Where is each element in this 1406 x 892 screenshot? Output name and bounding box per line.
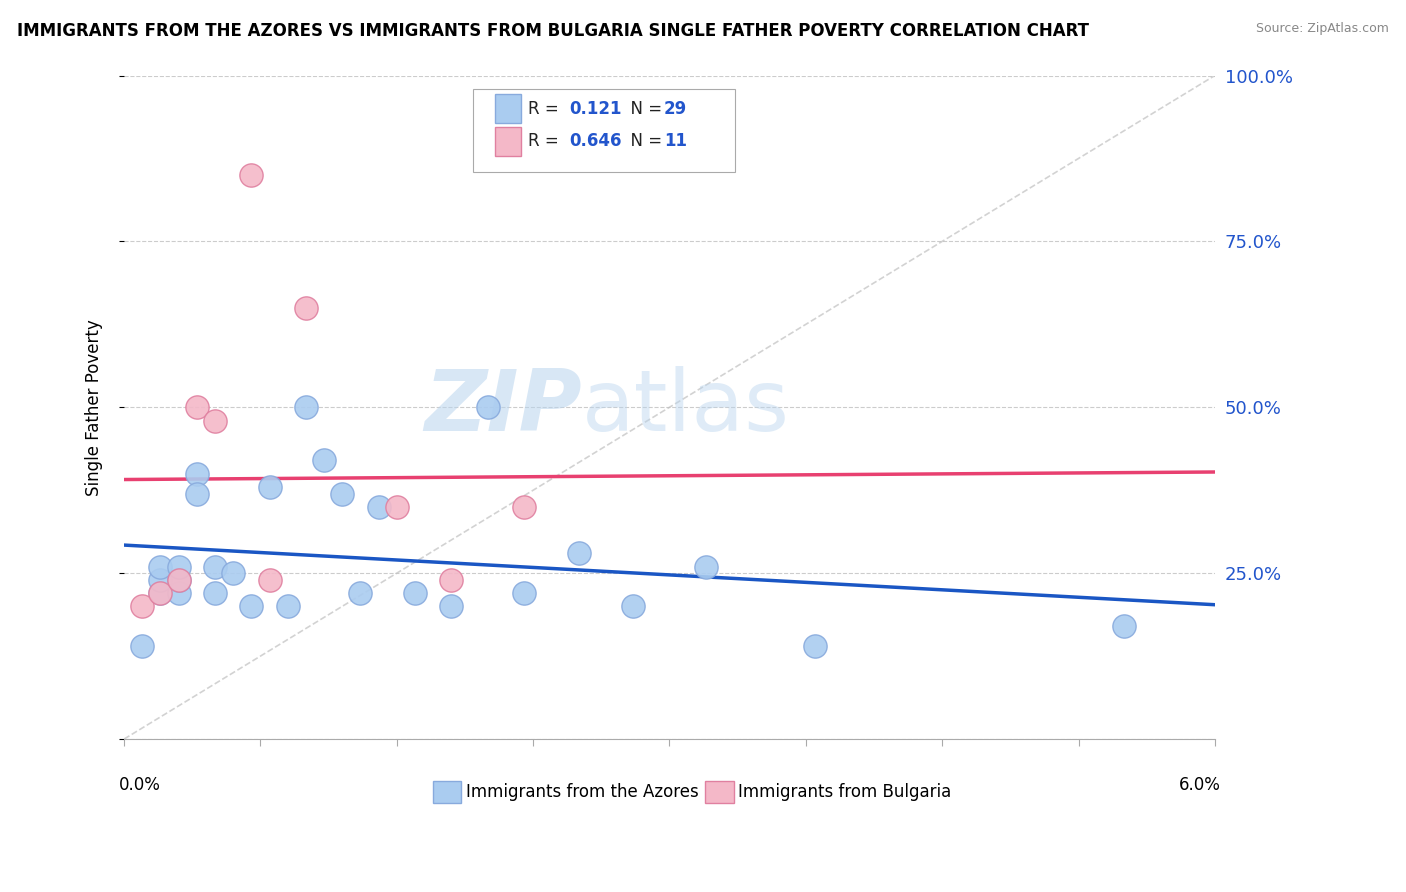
Point — [259, 573, 281, 587]
Point — [314, 453, 336, 467]
Text: N =: N = — [620, 100, 668, 118]
Text: Source: ZipAtlas.com: Source: ZipAtlas.com — [1256, 22, 1389, 36]
Point — [222, 566, 245, 581]
Point — [167, 559, 190, 574]
Point — [240, 168, 263, 182]
Text: atlas: atlas — [582, 366, 790, 449]
Text: Immigrants from the Azores: Immigrants from the Azores — [465, 783, 699, 801]
Text: 6.0%: 6.0% — [1178, 775, 1220, 794]
Text: R =: R = — [527, 132, 564, 151]
Text: IMMIGRANTS FROM THE AZORES VS IMMIGRANTS FROM BULGARIA SINGLE FATHER POVERTY COR: IMMIGRANTS FROM THE AZORES VS IMMIGRANTS… — [17, 22, 1088, 40]
Point — [149, 586, 172, 600]
Point — [513, 586, 536, 600]
Text: Immigrants from Bulgaria: Immigrants from Bulgaria — [738, 783, 952, 801]
Text: 0.0%: 0.0% — [118, 775, 160, 794]
Point — [204, 586, 226, 600]
Point — [513, 500, 536, 514]
Point — [204, 413, 226, 427]
Point — [167, 573, 190, 587]
Point — [131, 639, 153, 653]
Point — [440, 573, 463, 587]
Point — [440, 599, 463, 614]
FancyBboxPatch shape — [495, 127, 522, 156]
Point — [277, 599, 299, 614]
Point — [695, 559, 717, 574]
FancyBboxPatch shape — [495, 94, 522, 123]
FancyBboxPatch shape — [474, 89, 735, 172]
Point — [330, 486, 353, 500]
Text: 11: 11 — [664, 132, 688, 151]
FancyBboxPatch shape — [706, 780, 734, 804]
FancyBboxPatch shape — [433, 780, 461, 804]
Point — [1112, 619, 1135, 633]
Point — [131, 599, 153, 614]
Point — [149, 559, 172, 574]
Point — [186, 486, 208, 500]
Point — [167, 586, 190, 600]
Point — [295, 301, 318, 315]
Point — [477, 401, 499, 415]
Point — [367, 500, 389, 514]
Point — [404, 586, 426, 600]
Text: 0.121: 0.121 — [569, 100, 621, 118]
Point — [259, 480, 281, 494]
Point — [349, 586, 371, 600]
Text: 0.646: 0.646 — [569, 132, 621, 151]
Point — [186, 401, 208, 415]
Y-axis label: Single Father Poverty: Single Father Poverty — [86, 319, 103, 496]
Point — [149, 586, 172, 600]
Point — [149, 573, 172, 587]
Point — [804, 639, 827, 653]
Point — [621, 599, 644, 614]
Point — [167, 573, 190, 587]
Point — [240, 599, 263, 614]
Point — [385, 500, 408, 514]
Text: 29: 29 — [664, 100, 688, 118]
Text: N =: N = — [620, 132, 668, 151]
Point — [204, 559, 226, 574]
Point — [186, 467, 208, 481]
Text: ZIP: ZIP — [425, 366, 582, 449]
Text: R =: R = — [527, 100, 564, 118]
Point — [568, 546, 591, 560]
Point — [295, 401, 318, 415]
